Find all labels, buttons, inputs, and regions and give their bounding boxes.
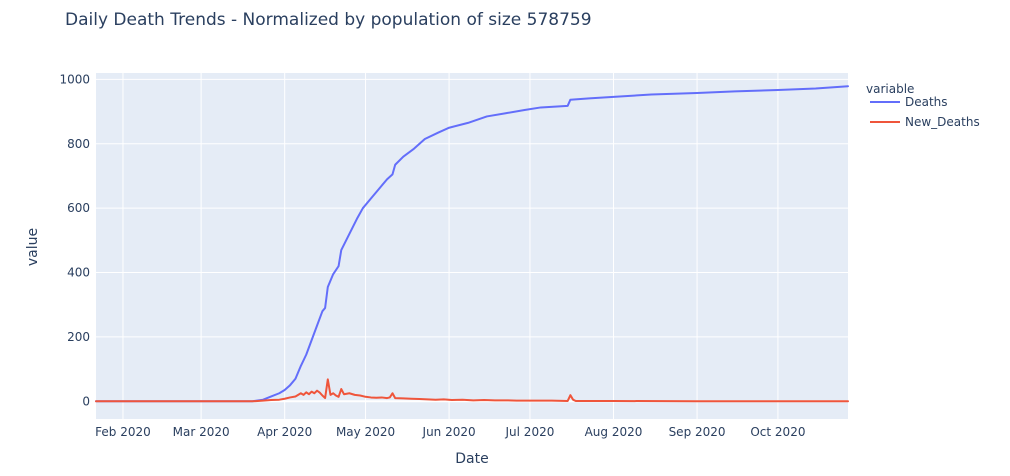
x-tick-label: Mar 2020 [173, 425, 230, 439]
y-tick-label: 200 [67, 330, 90, 344]
x-tick-label: Sep 2020 [669, 425, 726, 439]
x-tick-label: May 2020 [336, 425, 395, 439]
plot-area [96, 73, 848, 419]
y-tick-label: 600 [67, 201, 90, 215]
x-tick-label: Aug 2020 [585, 425, 643, 439]
legend[interactable]: variable Deaths New_Deaths [866, 82, 980, 129]
x-axis-ticks: Feb 2020 Mar 2020 Apr 2020 May 2020 Jun 2020… [95, 425, 805, 439]
x-axis-title: Date [455, 451, 488, 467]
y-tick-label: 1000 [59, 72, 90, 86]
series-line-new-deaths [95, 378, 849, 403]
chart-title: Daily Death Trends - Normalized by popul… [65, 10, 592, 30]
y-tick-label: 800 [67, 137, 90, 151]
x-tick-label: Feb 2020 [95, 425, 151, 439]
legend-items[interactable]: Deaths New_Deaths [870, 95, 980, 129]
y-tick-label: 400 [67, 266, 90, 280]
legend-item-new-deaths[interactable]: New_Deaths [870, 115, 980, 129]
y-axis-ticks: 0 200 400 600 800 1000 [59, 72, 90, 408]
y-tick-label: 0 [82, 394, 90, 408]
legend-label: New_Deaths [905, 115, 980, 129]
legend-label: Deaths [905, 95, 948, 109]
series-line-deaths [95, 85, 849, 403]
x-tick-label: Apr 2020 [257, 425, 312, 439]
series-lines [95, 85, 849, 403]
x-tick-label: Jun 2020 [422, 425, 476, 439]
x-tick-label: Jul 2020 [505, 425, 555, 439]
legend-title: variable [866, 82, 914, 96]
x-tick-label: Oct 2020 [750, 425, 805, 439]
y-axis-title: value [25, 228, 41, 266]
legend-item-deaths[interactable]: Deaths [870, 95, 948, 109]
